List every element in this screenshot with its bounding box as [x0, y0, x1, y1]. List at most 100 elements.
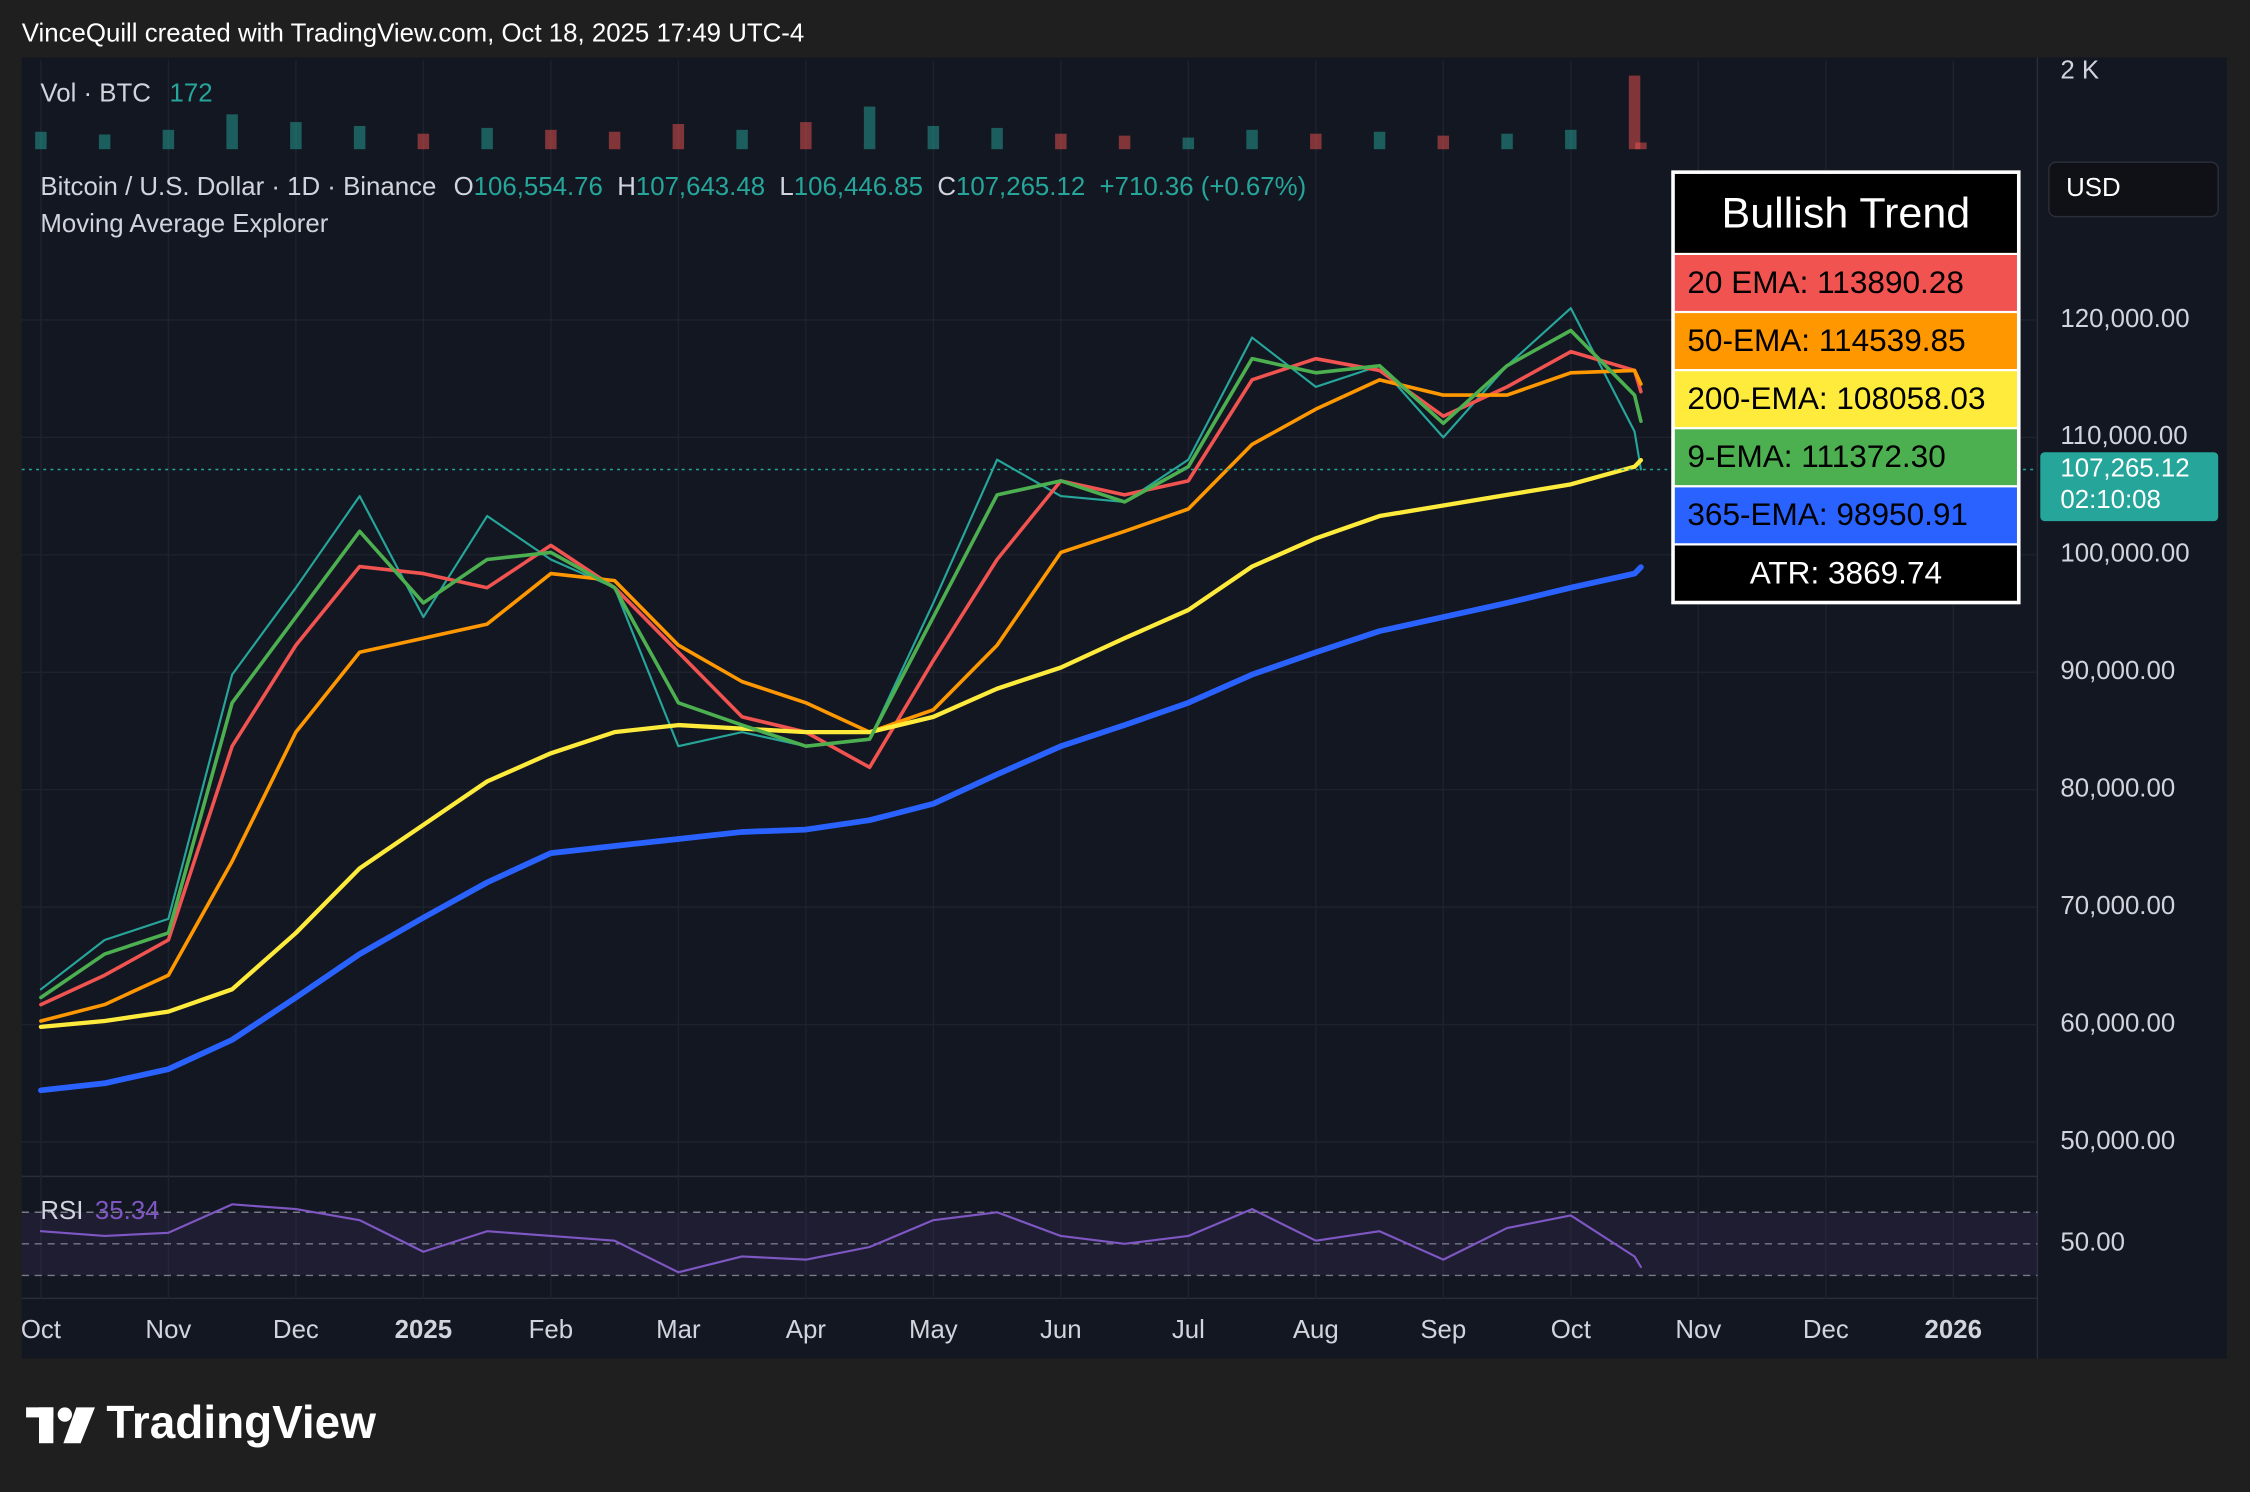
symbol-title: Bitcoin / U.S. Dollar · 1D · Binance	[40, 173, 436, 201]
volume-bar	[417, 133, 430, 150]
x-tick-label: 2026	[1925, 1316, 1982, 1344]
volume-bar	[290, 122, 302, 150]
indicator-name: Moving Average Explorer	[40, 210, 328, 238]
logo-part	[57, 1407, 72, 1422]
rsi-band	[21, 1212, 2038, 1276]
volume-bar	[35, 131, 47, 150]
volume-bar	[1246, 129, 1258, 150]
ohlc-value: 107,265.12	[956, 173, 1085, 201]
volume-bar	[1628, 75, 1641, 150]
volume-value: 172	[170, 80, 213, 108]
ohlc-value: 106,554.76	[474, 173, 603, 201]
volume-bar	[1118, 135, 1131, 150]
x-tick-label: Oct	[1551, 1316, 1591, 1344]
volume-bar	[226, 114, 238, 150]
pane-title: RSI	[40, 1197, 83, 1225]
ohlc-label: O	[454, 173, 474, 201]
volume-bar	[162, 129, 175, 150]
x-tick-label: Apr	[786, 1316, 827, 1344]
x-tick-label: Oct	[21, 1316, 61, 1344]
table-cell-text: 200-EMA: 108058.03	[1687, 380, 1985, 416]
x-tick-label: Jun	[1040, 1316, 1082, 1344]
table-title: Bullish Trend	[1722, 189, 1971, 237]
volume-bar	[608, 131, 621, 150]
y-tick-label: 90,000.00	[2060, 657, 2175, 685]
y-tick-label: 50.00	[2060, 1229, 2125, 1257]
ohlc-value: 106,446.85	[794, 173, 923, 201]
x-tick-label: Mar	[656, 1316, 701, 1344]
table-cell-text: 365-EMA: 98950.91	[1687, 496, 1968, 532]
brand-logo	[26, 1407, 95, 1444]
volume-bar	[481, 127, 493, 150]
table-cell-text: 50-EMA: 114539.85	[1687, 322, 1965, 358]
last-price-label: 107,265.12	[2060, 454, 2189, 482]
y-tick-label: 120,000.00	[2060, 305, 2189, 333]
credit: VinceQuill created with TradingView.com,…	[22, 19, 804, 47]
series-line	[38, 458, 1644, 1030]
volume-bar	[672, 124, 685, 150]
volume-bar	[991, 127, 1003, 150]
x-tick-label: Jul	[1172, 1316, 1205, 1344]
y-tick-label: 80,000.00	[2060, 775, 2175, 803]
series-line	[39, 328, 1643, 1000]
y-tick-label: 70,000.00	[2060, 892, 2175, 920]
logo-part	[63, 1407, 95, 1444]
table-cell-text: 9-EMA: 111372.30	[1687, 438, 1945, 474]
volume-bar	[353, 125, 366, 150]
change: +710.36 (+0.67%)	[1100, 173, 1307, 201]
rsi-value: 35.34	[95, 1197, 160, 1225]
table-cell-text: 20 EMA: 113890.28	[1687, 264, 1964, 300]
volume-bar	[1055, 133, 1067, 150]
x-tick-label: 2025	[395, 1316, 452, 1344]
volume-bar	[1182, 137, 1195, 150]
table-cell	[1671, 427, 2020, 488]
x-tick-label: Aug	[1293, 1316, 1339, 1344]
table-cell	[1671, 485, 2020, 546]
y-tick-label: 50,000.00	[2060, 1127, 2175, 1155]
volume-bar	[1310, 133, 1322, 150]
y-tick-label: 100,000.00	[2060, 540, 2189, 568]
currency-box	[2048, 161, 2219, 218]
volume-bar	[545, 129, 557, 150]
currency: USD	[2066, 174, 2121, 202]
table-border	[1671, 170, 2021, 605]
volume-bar	[1565, 129, 1577, 150]
pane-title: Vol · BTC	[40, 80, 150, 108]
volume-bar	[1635, 142, 1647, 150]
ohlc-label: C	[937, 173, 956, 201]
y-tick-label: 2 K	[2060, 57, 2099, 85]
table-cell	[1671, 369, 2020, 430]
volume-bar	[800, 122, 812, 150]
countdown: 02:10:08	[2060, 486, 2160, 514]
series-line	[39, 349, 1643, 1007]
ohlc-label: L	[779, 173, 793, 201]
volume-bar	[927, 125, 940, 150]
x-tick-label: Dec	[273, 1316, 319, 1344]
series-line	[38, 564, 1644, 1094]
table-title-cell	[1673, 172, 2019, 254]
ohlc-label: H	[617, 173, 636, 201]
y-tick-label: 110,000.00	[2060, 422, 2187, 450]
volume-bar	[1437, 135, 1450, 150]
x-tick-label: Dec	[1803, 1316, 1849, 1344]
ohlc-value: 107,643.48	[636, 173, 765, 201]
volume-bar	[1373, 131, 1386, 150]
series-line	[39, 1203, 1642, 1274]
volume-bar	[98, 134, 111, 150]
y-tick-label: 60,000.00	[2060, 1009, 2175, 1037]
volume-bar	[863, 106, 876, 150]
x-tick-label: Feb	[529, 1316, 573, 1344]
brand: TradingView	[106, 1396, 376, 1448]
volume-bar	[736, 129, 748, 150]
table-cell	[1671, 543, 2020, 604]
x-tick-label: Sep	[1420, 1316, 1466, 1344]
x-tick-label: Nov	[145, 1316, 191, 1344]
legend: Bitcoin / U.S. Dollar · 1D · Binance O106…	[40, 173, 1306, 201]
logo-part	[38, 1407, 54, 1444]
volume-bar	[1501, 133, 1513, 150]
x-tick-label: Nov	[1675, 1316, 1721, 1344]
x-tick-label: May	[909, 1316, 958, 1344]
table-cell-text: ATR: 3869.74	[1750, 554, 1942, 590]
